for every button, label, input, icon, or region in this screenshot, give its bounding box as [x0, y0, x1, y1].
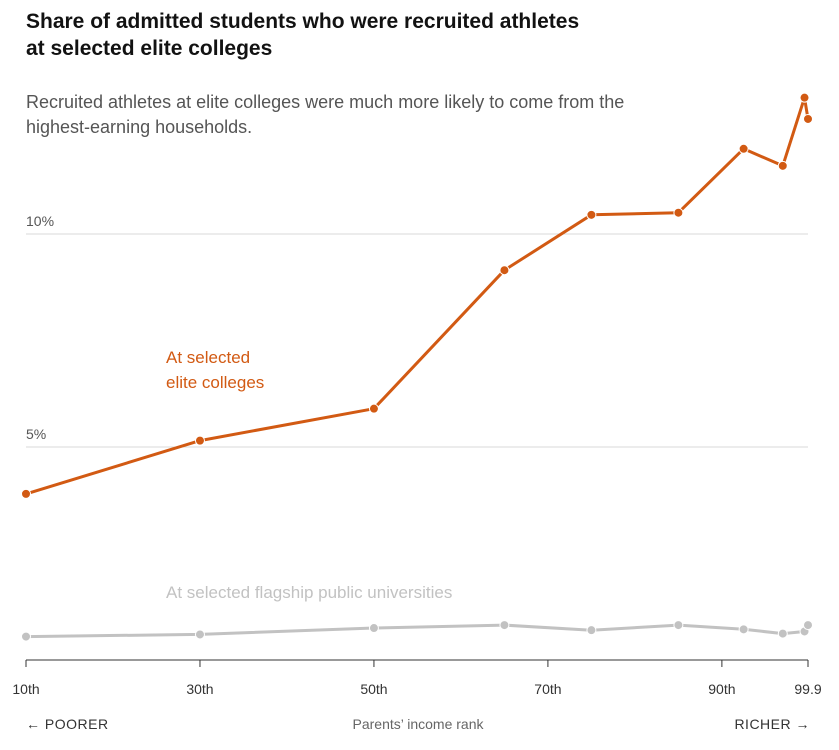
data-point	[368, 403, 379, 414]
gridlines: 5% 10%	[26, 213, 808, 448]
data-point	[738, 143, 749, 154]
data-point	[194, 435, 205, 446]
x-axis: 10th 30th 50th 70th 90th 99.9 ← POORER Parents’…	[12, 659, 822, 732]
y-tick-label: 10%	[26, 213, 54, 229]
data-point	[673, 620, 684, 631]
series-flagship-public	[21, 620, 813, 642]
data-point	[777, 160, 788, 171]
data-point	[777, 628, 788, 639]
data-point	[586, 209, 597, 220]
x-tick-label: 90th	[708, 681, 735, 697]
x-tick-label: 30th	[186, 681, 213, 697]
chart-subtitle: Recruited athletes at elite colleges wer…	[26, 92, 625, 137]
data-point	[499, 265, 510, 276]
data-point	[368, 623, 379, 634]
data-point	[799, 92, 810, 103]
series-label: At selected flagship public universities	[166, 583, 452, 602]
y-tick-label: 5%	[26, 426, 46, 442]
series-line	[24, 623, 810, 639]
x-tick-label: 99.9	[794, 681, 821, 697]
data-point	[21, 488, 31, 499]
series-line	[24, 96, 810, 496]
series-elite-colleges	[21, 92, 813, 499]
data-point	[673, 207, 684, 218]
series-label-line: At selected flagship public universities	[166, 583, 452, 602]
x-tick-label: 10th	[12, 681, 39, 697]
richer-label: RICHER →	[734, 716, 810, 732]
labels-layer: At selected elite colleges At selected fla…	[166, 348, 452, 602]
poorer-label: ← POORER	[26, 716, 109, 732]
data-point	[803, 113, 813, 124]
data-point	[738, 624, 749, 635]
x-tick-label: 70th	[534, 681, 561, 697]
series-layer	[21, 92, 813, 642]
chart-title: Share of admitted students who were recr…	[26, 10, 580, 60]
x-axis-title: Parents’ income rank	[353, 716, 485, 732]
series-label-line: At selected	[166, 348, 250, 367]
series-label: At selected elite colleges	[166, 348, 264, 392]
series-label-line: elite colleges	[166, 373, 264, 392]
data-point	[194, 629, 205, 640]
data-point	[586, 625, 597, 636]
x-tick-label: 50th	[360, 681, 387, 697]
data-point	[499, 620, 510, 631]
data-point	[803, 620, 813, 631]
data-point	[21, 631, 31, 642]
